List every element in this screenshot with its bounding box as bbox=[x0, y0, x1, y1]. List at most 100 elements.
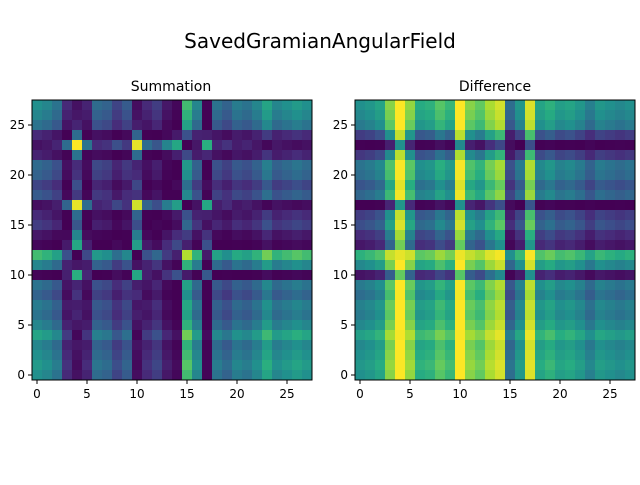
summation-cell bbox=[272, 290, 283, 301]
summation-cell bbox=[92, 230, 103, 241]
summation-cell bbox=[212, 360, 223, 371]
summation-cell bbox=[192, 180, 203, 191]
summation-cell bbox=[62, 120, 73, 131]
summation-cell bbox=[112, 170, 123, 181]
summation-cell bbox=[52, 340, 63, 351]
summation-cell bbox=[202, 120, 213, 131]
difference-cell bbox=[555, 130, 566, 141]
difference-cell bbox=[415, 220, 426, 231]
difference-cell bbox=[355, 110, 366, 121]
summation-cell bbox=[282, 260, 293, 271]
summation-cell bbox=[182, 300, 193, 311]
difference-cell bbox=[615, 210, 626, 221]
difference-cell bbox=[565, 230, 576, 241]
difference-cell bbox=[575, 150, 586, 161]
summation-cell bbox=[172, 250, 183, 261]
difference-cell bbox=[365, 120, 376, 131]
difference-cell bbox=[455, 170, 466, 181]
summation-cell bbox=[282, 270, 293, 281]
difference-cell bbox=[615, 270, 626, 281]
difference-cell bbox=[375, 360, 386, 371]
difference-cell bbox=[555, 330, 566, 341]
difference-cell bbox=[485, 220, 496, 231]
summation-cell bbox=[122, 150, 133, 161]
difference-cell bbox=[365, 100, 376, 111]
difference-cell bbox=[535, 190, 546, 201]
difference-cell bbox=[545, 280, 556, 291]
summation-cell bbox=[52, 360, 63, 371]
summation-cell bbox=[282, 250, 293, 261]
difference-cell bbox=[525, 370, 536, 381]
difference-cell bbox=[425, 200, 436, 211]
summation-cell bbox=[82, 130, 93, 141]
summation-cell bbox=[262, 320, 273, 331]
summation-cell bbox=[122, 180, 133, 191]
difference-cell bbox=[525, 200, 536, 211]
difference-cell bbox=[385, 270, 396, 281]
summation-cell bbox=[282, 330, 293, 341]
difference-cell bbox=[585, 240, 596, 251]
summation-cell bbox=[192, 110, 203, 121]
summation-cell bbox=[52, 300, 63, 311]
difference-ytick-label: 15 bbox=[333, 218, 348, 232]
difference-cell bbox=[425, 270, 436, 281]
summation-cell bbox=[112, 120, 123, 131]
difference-cell bbox=[465, 190, 476, 201]
difference-cell bbox=[525, 260, 536, 271]
summation-cell bbox=[62, 160, 73, 171]
difference-cell bbox=[495, 290, 506, 301]
difference-cell bbox=[435, 150, 446, 161]
difference-cell bbox=[355, 140, 366, 151]
difference-cell bbox=[515, 270, 526, 281]
summation-cell bbox=[262, 330, 273, 341]
summation-cell bbox=[302, 230, 313, 241]
summation-cell bbox=[142, 310, 153, 321]
difference-cell bbox=[365, 270, 376, 281]
difference-cell bbox=[625, 370, 636, 381]
summation-cell bbox=[102, 160, 113, 171]
difference-cell bbox=[615, 130, 626, 141]
summation-cell bbox=[122, 100, 133, 111]
summation-cell bbox=[262, 240, 273, 251]
summation-cell bbox=[282, 320, 293, 331]
difference-cell bbox=[495, 220, 506, 231]
summation-cell bbox=[212, 180, 223, 191]
difference-cell bbox=[445, 200, 456, 211]
summation-cell bbox=[202, 230, 213, 241]
summation-cell bbox=[222, 260, 233, 271]
difference-cell bbox=[565, 300, 576, 311]
summation-cell bbox=[52, 220, 63, 231]
difference-cell bbox=[375, 350, 386, 361]
summation-cell bbox=[82, 320, 93, 331]
summation-cell bbox=[62, 360, 73, 371]
summation-cell bbox=[132, 250, 143, 261]
summation-cell bbox=[262, 280, 273, 291]
difference-cell bbox=[395, 250, 406, 261]
summation-cell bbox=[182, 360, 193, 371]
difference-cell bbox=[475, 170, 486, 181]
summation-cell bbox=[232, 310, 243, 321]
summation-cell bbox=[182, 170, 193, 181]
summation-cell bbox=[42, 200, 53, 211]
summation-cell bbox=[112, 320, 123, 331]
difference-cell bbox=[535, 120, 546, 131]
difference-ytick-label: 0 bbox=[340, 368, 348, 382]
summation-cell bbox=[302, 330, 313, 341]
difference-cell bbox=[525, 230, 536, 241]
difference-cell bbox=[425, 260, 436, 271]
summation-cell bbox=[292, 360, 303, 371]
difference-cell bbox=[465, 360, 476, 371]
summation-cell bbox=[292, 160, 303, 171]
difference-cell bbox=[445, 350, 456, 361]
summation-cell bbox=[222, 170, 233, 181]
difference-cell bbox=[565, 150, 576, 161]
difference-cell bbox=[415, 300, 426, 311]
difference-cell bbox=[465, 200, 476, 211]
summation-cell bbox=[262, 100, 273, 111]
difference-cell bbox=[545, 180, 556, 191]
difference-cell bbox=[485, 360, 496, 371]
difference-cell bbox=[365, 110, 376, 121]
difference-cell bbox=[385, 150, 396, 161]
summation-cell bbox=[102, 270, 113, 281]
summation-cell bbox=[182, 320, 193, 331]
